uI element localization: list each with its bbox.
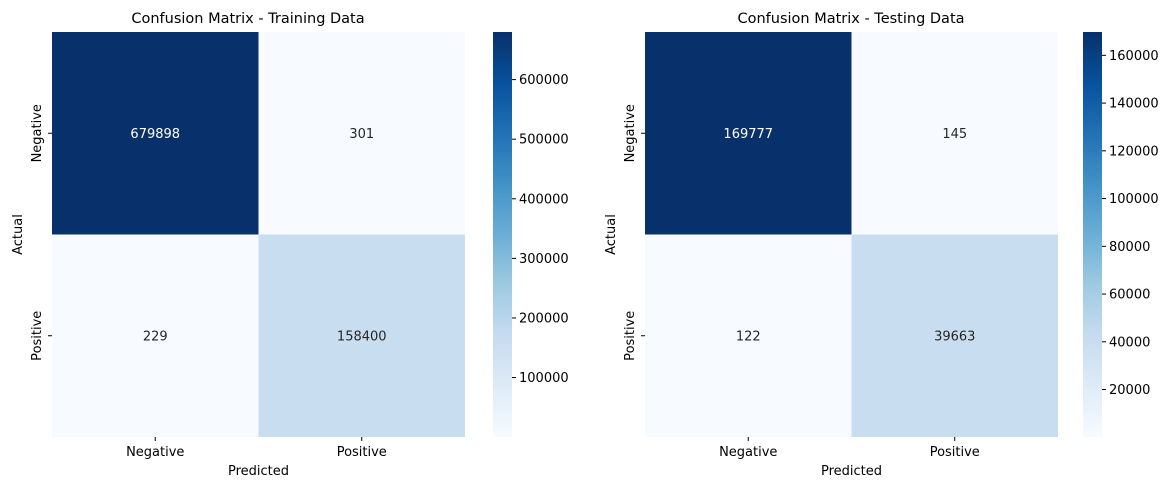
x-tick-label: Positive [337,445,387,460]
x-tick-label: Negative [126,445,184,460]
y-tick-label: Negative [30,104,45,162]
heatmap-cell [258,234,465,437]
colorbar-tick-label: 140000 [1109,97,1159,112]
y-tick-label: Positive [30,311,45,361]
chart-title: Confusion Matrix - Testing Data [737,11,964,27]
cell-value-label: 122 [736,329,761,344]
colorbar-tick-label: 160000 [1109,49,1159,64]
colorbar-tick-label: 600000 [519,73,569,88]
x-axis-label: Predicted [821,464,882,479]
colorbar-tick-label: 100000 [519,371,569,386]
cell-value-label: 301 [349,127,374,142]
x-tick-label: Positive [930,445,980,460]
heatmap-cell [645,32,852,235]
chart-title: Confusion Matrix - Training Data [131,11,364,27]
heatmap-cell [258,32,465,235]
heatmap-panel-1: Confusion Matrix - Training Data 679898 30… [11,11,569,479]
colorbar [493,32,512,437]
heatmap-panel-2: Confusion Matrix - Testing Data 169777 145… [604,11,1159,479]
x-tick-label: Negative [719,445,777,460]
y-tick-label: Negative [623,104,638,162]
cell-value-label: 679898 [130,127,180,142]
colorbar-tick-label: 80000 [1109,240,1150,255]
heatmap-cell [52,32,259,235]
colorbar-tick-label: 20000 [1109,383,1150,398]
colorbar-tick-label: 500000 [519,133,569,148]
colorbar-tick-label: 40000 [1109,335,1150,350]
heatmap-cell [645,234,852,437]
y-axis-label: Actual [11,214,26,255]
heatmap-cell [851,234,1058,437]
cell-value-label: 158400 [337,329,387,344]
x-axis-label: Predicted [228,464,289,479]
cell-value-label: 39663 [934,329,975,344]
colorbar-tick-label: 300000 [519,252,569,267]
y-axis-label: Actual [604,214,619,255]
heatmap-cell [851,32,1058,235]
cell-value-label: 169777 [723,127,773,142]
colorbar [1083,32,1102,437]
colorbar-tick-label: 200000 [519,311,569,326]
colorbar-tick-label: 60000 [1109,288,1150,303]
colorbar-tick-label: 100000 [1109,192,1159,207]
colorbar-tick-label: 400000 [519,192,569,207]
cell-value-label: 145 [942,127,967,142]
y-tick-label: Positive [623,311,638,361]
heatmap-cell [52,234,259,437]
colorbar-tick-label: 120000 [1109,144,1159,159]
cell-value-label: 229 [143,329,168,344]
